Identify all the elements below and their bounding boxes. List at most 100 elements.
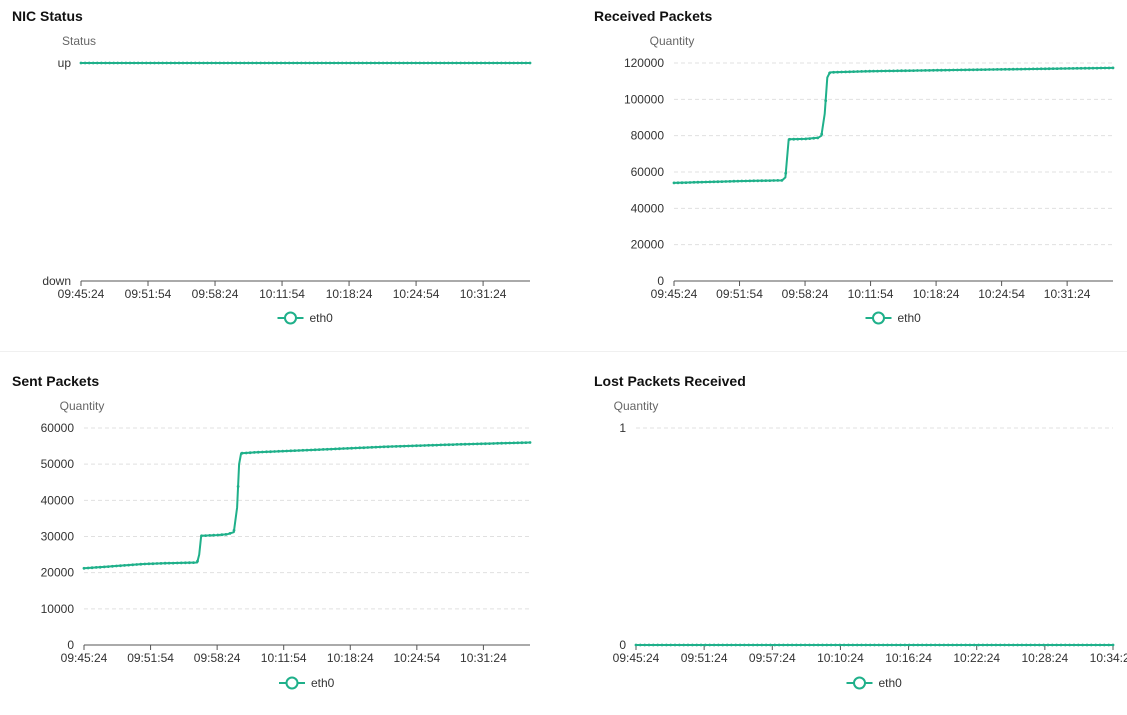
data-point	[877, 643, 881, 647]
y-tick-label: 0	[67, 638, 74, 652]
data-point	[940, 68, 943, 72]
data-point	[136, 61, 140, 65]
data-point	[864, 643, 868, 647]
data-point	[643, 643, 647, 647]
data-point	[795, 643, 798, 647]
y-tick-label: 0	[657, 274, 664, 288]
nic-status-panel: Status down up 09:45:24 09:51:54 09:58:24 10:1…	[0, 0, 563, 350]
data-point	[247, 61, 250, 65]
data-point	[336, 61, 340, 65]
data-point	[373, 61, 377, 65]
data-point	[362, 446, 366, 450]
data-point	[634, 643, 638, 647]
data-point	[512, 441, 516, 445]
data-point	[1081, 643, 1084, 647]
x-tick-label: 10:11:54	[848, 287, 894, 301]
data-point	[365, 61, 369, 65]
data-point	[169, 61, 173, 65]
data-point	[844, 70, 847, 74]
data-point	[985, 643, 989, 647]
data-point	[1031, 67, 1035, 71]
data-point	[880, 69, 883, 73]
x-tick-label: 09:51:54	[127, 651, 174, 665]
data-point	[920, 69, 923, 72]
data-point	[932, 68, 935, 72]
data-point	[357, 61, 360, 65]
data-point	[860, 70, 863, 73]
data-point	[704, 180, 708, 184]
data-point	[281, 449, 285, 453]
legend-label: eth0	[898, 311, 922, 325]
data-point	[87, 61, 91, 65]
data-point	[1020, 643, 1024, 647]
data-point	[998, 643, 1002, 647]
data-point	[236, 485, 240, 488]
data-point	[1102, 643, 1106, 647]
data-point	[358, 446, 362, 450]
data-point	[942, 643, 946, 647]
x-tick-label: 10:31:24	[460, 287, 507, 301]
data-point	[430, 61, 434, 65]
data-point	[852, 70, 855, 73]
data-point	[132, 61, 136, 65]
data-point	[1076, 643, 1080, 647]
data-point	[720, 180, 724, 184]
data-point	[1095, 66, 1099, 70]
data-point	[329, 447, 333, 451]
data-point	[825, 643, 829, 647]
y-tick-label: 0	[619, 638, 626, 652]
y-tick-label: 60000	[41, 421, 75, 435]
data-point	[1051, 67, 1055, 70]
data-point	[903, 643, 907, 647]
data-point	[975, 68, 979, 72]
data-point	[946, 643, 950, 647]
data-point	[370, 445, 374, 449]
data-point	[669, 643, 673, 647]
data-point	[688, 181, 692, 184]
data-point	[390, 445, 394, 448]
data-point	[955, 643, 959, 647]
data-point	[691, 643, 694, 647]
data-point	[210, 61, 214, 65]
data-point	[218, 61, 222, 65]
data-point	[896, 69, 899, 73]
data-point	[790, 643, 794, 647]
data-point	[1047, 67, 1051, 71]
data-point	[98, 565, 102, 569]
data-point	[153, 61, 156, 65]
panel-title: Sent Packets	[12, 373, 100, 389]
data-point	[140, 61, 144, 65]
data-point	[1029, 643, 1032, 647]
data-point	[291, 61, 295, 65]
data-point	[894, 643, 898, 647]
data-point	[828, 71, 831, 75]
data-point	[695, 643, 699, 647]
data-point	[369, 61, 373, 65]
data-point	[816, 136, 820, 140]
y-tick-label: 80000	[631, 129, 665, 143]
y-tick-label: 50000	[41, 457, 75, 471]
data-point	[455, 443, 459, 446]
data-point	[800, 137, 804, 141]
data-point	[411, 444, 414, 448]
data-point	[419, 444, 422, 447]
data-point	[407, 444, 410, 448]
data-point	[990, 643, 993, 647]
data-point	[528, 441, 532, 444]
data-point	[95, 61, 99, 65]
data-point	[776, 179, 780, 182]
data-point	[1046, 643, 1050, 647]
data-point	[128, 61, 132, 65]
series-points	[82, 441, 532, 570]
data-point	[157, 61, 161, 65]
data-point	[824, 99, 828, 103]
data-point	[488, 442, 491, 445]
data-point	[479, 61, 483, 65]
data-point	[279, 61, 283, 65]
data-point	[423, 444, 426, 447]
data-point	[222, 61, 226, 65]
data-point	[124, 61, 128, 65]
data-point	[120, 61, 124, 65]
data-point	[717, 643, 720, 647]
data-point	[1111, 66, 1115, 70]
